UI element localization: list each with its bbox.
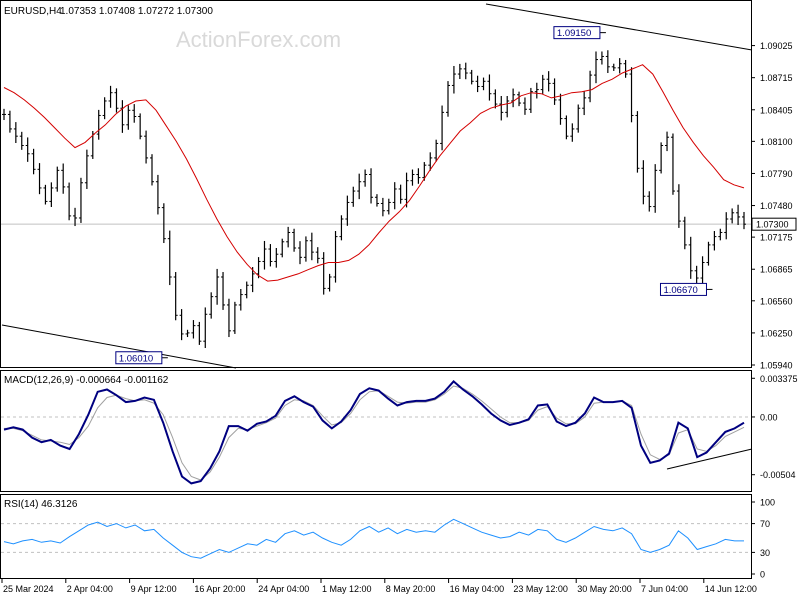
price-y-tick-label: 1.05940 — [760, 361, 793, 371]
annotation-label: 1.09150 — [557, 28, 591, 39]
channel-lower-line — [1, 324, 237, 369]
price-y-tick-label: 1.06560 — [760, 296, 793, 306]
axes: 1.09025 1.08715 1.08405 1.08100 1.07790 1.074… — [1, 41, 798, 594]
annotation-label: 1.06670 — [663, 285, 697, 296]
macd-y-tick-label: 0.003375 — [760, 374, 798, 384]
x-tick-label: 24 Apr 04:00 — [258, 584, 309, 594]
x-tick-label: 2 Apr 04:00 — [67, 584, 113, 594]
rsi-title: RSI(14) 46.3126 — [4, 499, 78, 510]
watermark: ActionForex.com — [176, 27, 341, 52]
annotation-box — [553, 26, 601, 40]
rsi-plot — [1, 518, 751, 559]
price-y-tick-label: 1.06865 — [760, 265, 793, 275]
price-y-tick-label: 1.06250 — [760, 328, 793, 338]
rsi-y-tick-label: 30 — [760, 548, 770, 558]
channel-upper-line — [485, 3, 753, 51]
current-price-label: 1.07300 — [756, 220, 789, 230]
rsi-y-tick-label: 70 — [760, 519, 770, 529]
current-price-tag — [751, 217, 797, 231]
x-tick-label: 16 Apr 20:00 — [194, 584, 245, 594]
price-y-tick-label: 1.08715 — [760, 73, 793, 83]
x-tick-label: 8 May 20:00 — [386, 584, 436, 594]
price-y-tick-label: 1.07175 — [760, 233, 793, 243]
x-tick-label: 7 Jun 04:00 — [641, 584, 688, 594]
price-plot: 1.09150 1.06670 1.06010 — [1, 3, 753, 369]
price-y-tick-label: 1.09025 — [760, 41, 793, 51]
x-tick-label: 25 Mar 2024 — [3, 584, 54, 594]
moving-average-line — [3, 64, 745, 282]
annotation-box — [115, 351, 163, 365]
x-tick-label: 30 May 20:00 — [577, 584, 632, 594]
ohlc-label: 1.07353 1.07408 1.07272 1.07300 — [60, 6, 213, 17]
macd-trend-line — [666, 448, 753, 470]
rsi-y-tick-label: 100 — [760, 498, 775, 508]
rsi-y-tick-label: 0 — [760, 570, 765, 580]
macd-y-tick-label: -0.00504 — [760, 470, 796, 480]
price-y-tick-label: 1.08405 — [760, 105, 793, 115]
macd-y-tick-label: 0.00 — [760, 412, 778, 422]
price-panel — [0, 0, 752, 368]
rsi-line — [3, 518, 744, 559]
macd-line — [3, 380, 745, 485]
annotation-box — [659, 282, 707, 296]
macd-panel — [0, 370, 752, 492]
price-y-tick-label: 1.07790 — [760, 169, 793, 179]
x-tick-label: 9 Apr 12:00 — [131, 584, 177, 594]
symbol-label: EURUSD,H4 — [4, 6, 62, 17]
rsi-panel — [0, 494, 752, 579]
x-tick-label: 16 May 04:00 — [450, 584, 505, 594]
x-tick-label: 14 Jun 12:00 — [705, 584, 757, 594]
x-tick-label: 1 May 12:00 — [322, 584, 372, 594]
price-y-tick-label: 1.08100 — [760, 137, 793, 147]
macd-title: MACD(12,26,9) -0.000664 -0.001162 — [4, 375, 169, 386]
x-tick-label: 23 May 12:00 — [513, 584, 568, 594]
annotation-label: 1.06010 — [119, 353, 153, 364]
price-y-tick-label: 1.07480 — [760, 201, 793, 211]
macd-plot — [1, 380, 753, 485]
